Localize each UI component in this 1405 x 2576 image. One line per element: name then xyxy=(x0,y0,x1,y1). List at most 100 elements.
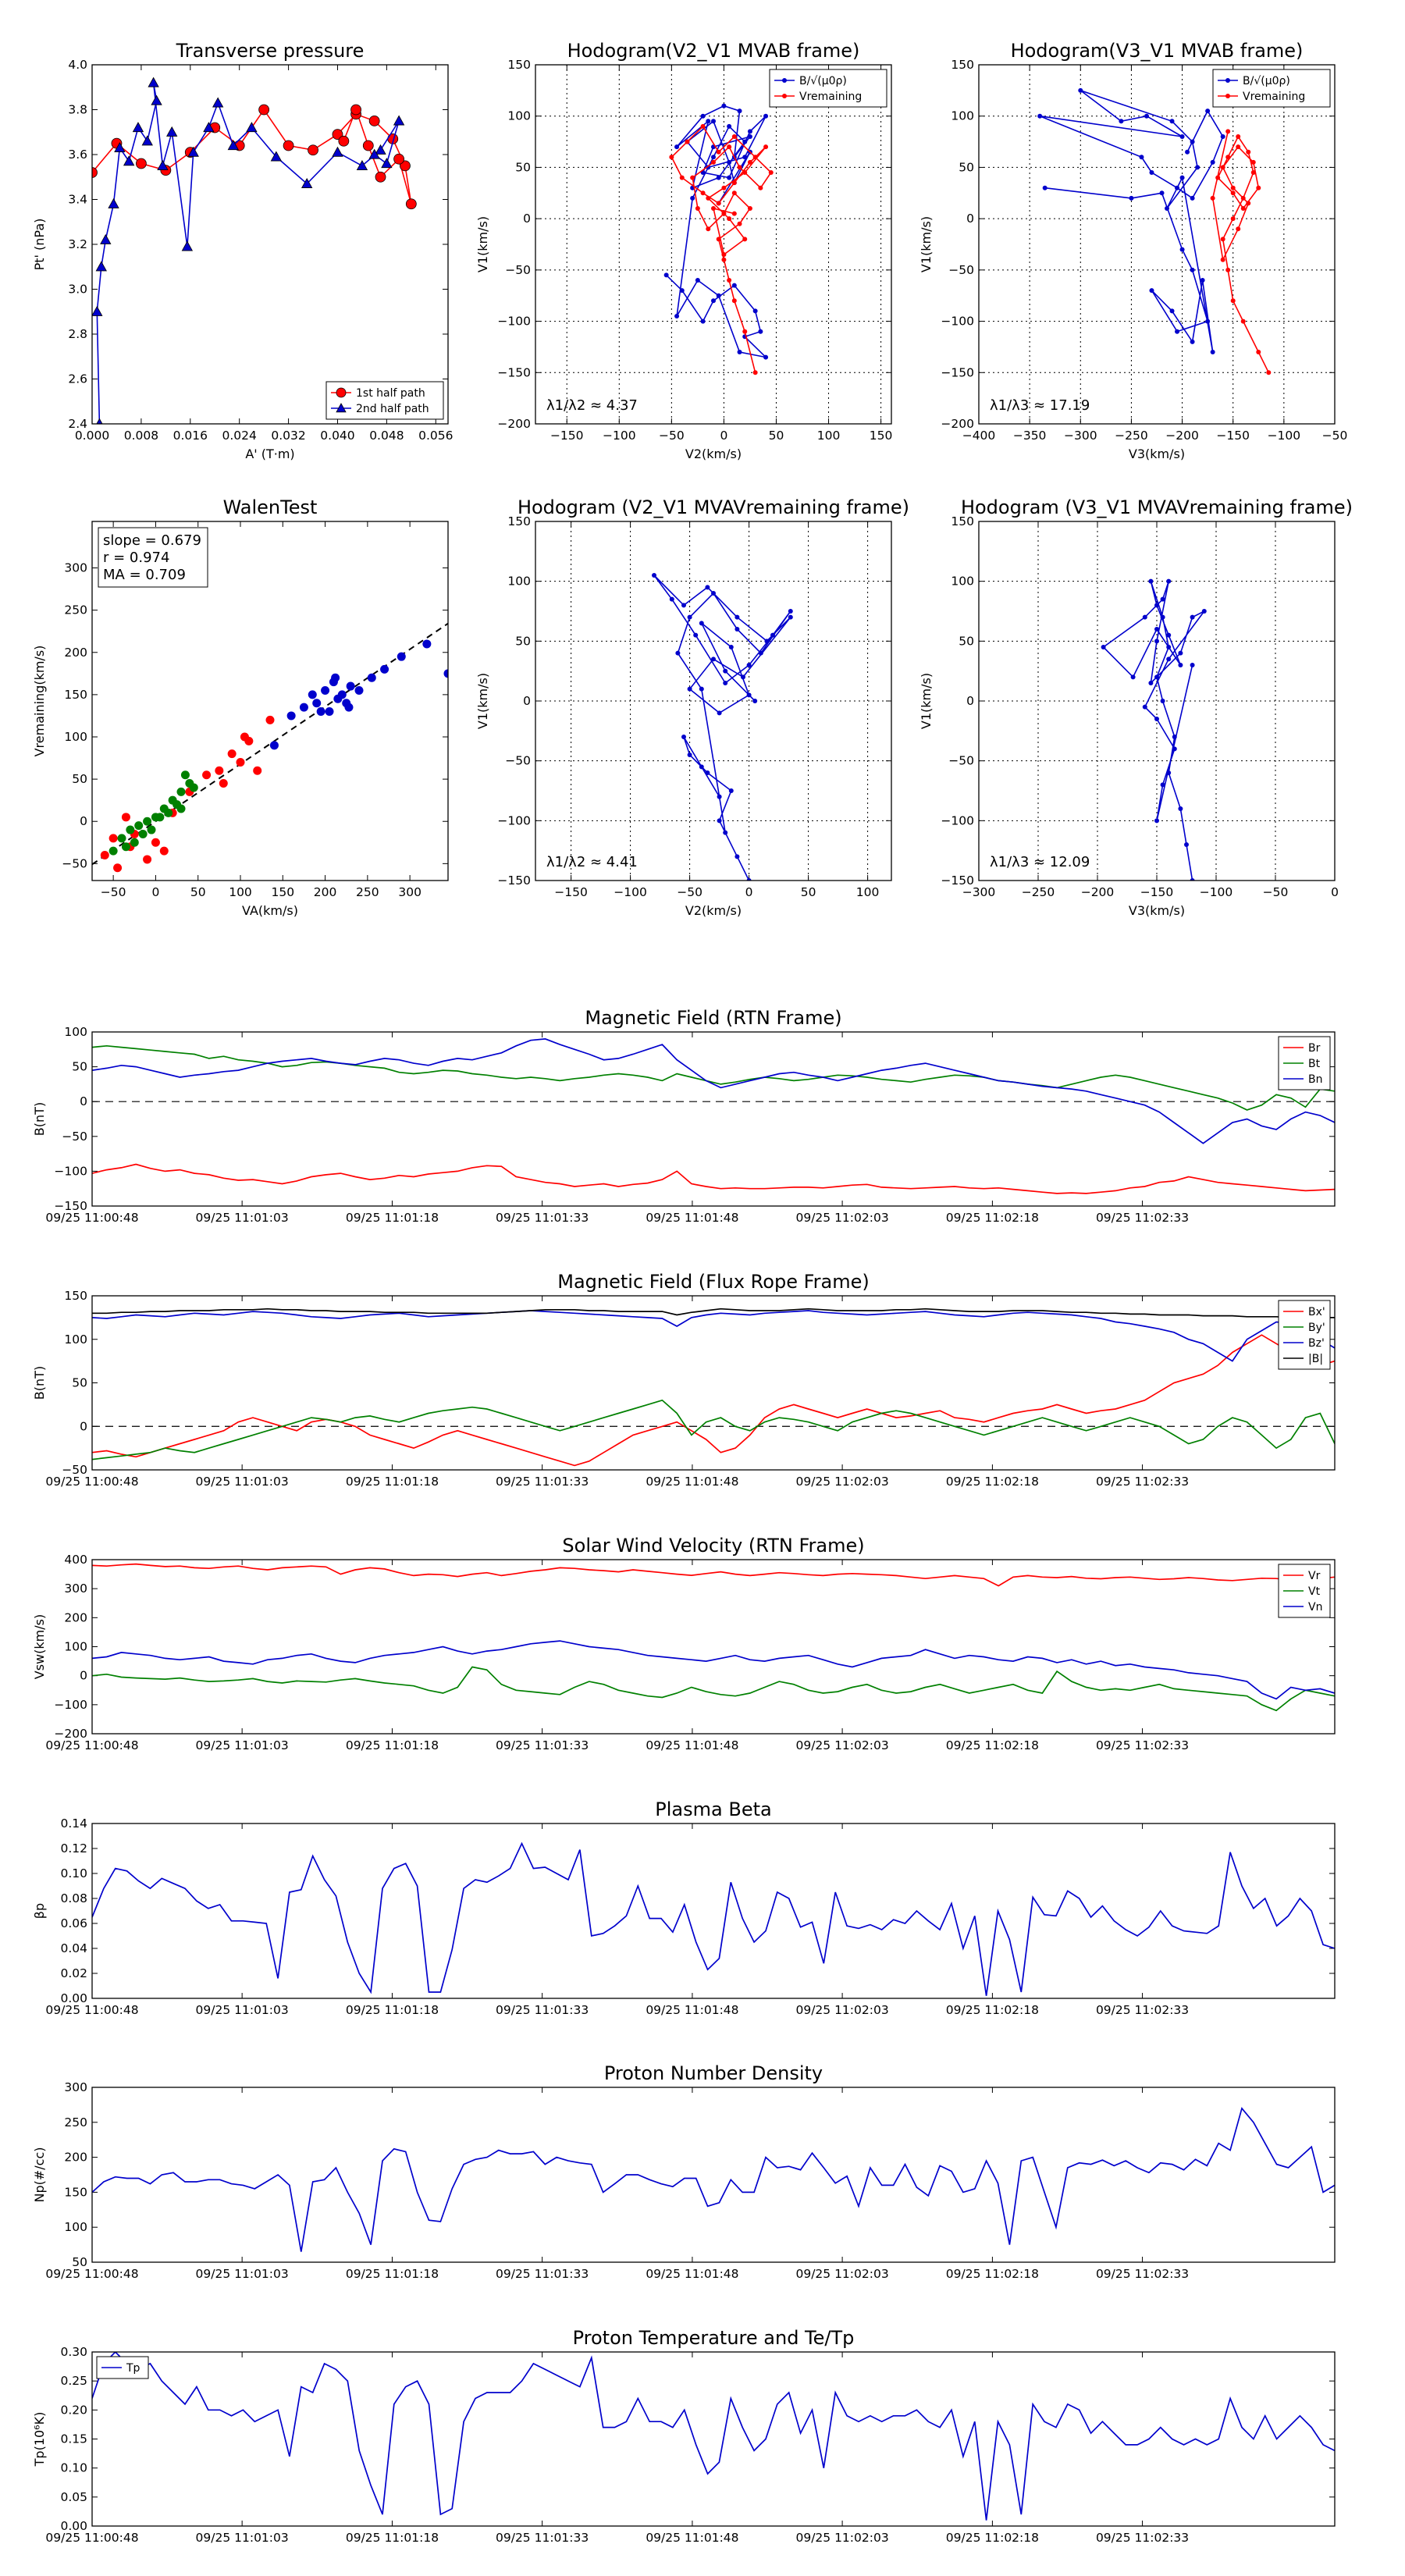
plot-frame xyxy=(91,1295,1336,1471)
x-tick-label: −150 xyxy=(1140,885,1174,899)
y-tick-label: 0.08 xyxy=(60,1891,87,1905)
y-tick-label: 150 xyxy=(507,514,531,528)
data-point xyxy=(721,252,727,258)
x-tick-label: 09/25 11:00:48 xyxy=(45,1211,138,1225)
data-point xyxy=(1205,318,1211,324)
data-point xyxy=(652,573,656,578)
x-tick-label: 09/25 11:00:48 xyxy=(45,1475,138,1489)
x-tick-label: 09/25 11:02:33 xyxy=(1096,1475,1189,1489)
data-point xyxy=(727,144,732,150)
data-point xyxy=(380,664,389,674)
data-point xyxy=(1148,578,1154,584)
plot-area xyxy=(92,1563,1335,1712)
y-tick-label: −50 xyxy=(948,263,974,277)
data-point xyxy=(1172,746,1177,752)
y-axis-label: Vremaining(km/s) xyxy=(32,646,47,757)
plot-frame xyxy=(535,521,892,881)
data-point xyxy=(747,129,752,134)
data-point xyxy=(747,206,752,211)
y-tick-label: −50 xyxy=(62,1463,87,1477)
legend-entry: Bz' xyxy=(1308,1337,1325,1350)
data-point xyxy=(422,639,432,649)
data-point xyxy=(1154,627,1159,632)
data-point xyxy=(663,272,669,278)
y-tick-label: 400 xyxy=(64,1553,87,1567)
y-axis-label: V1(km/s) xyxy=(919,216,934,272)
x-tick-label: 09/25 11:02:33 xyxy=(1096,2003,1189,2017)
data-point xyxy=(770,632,775,638)
series-line-bn xyxy=(92,1038,1335,1144)
data-point xyxy=(679,288,685,294)
data-point xyxy=(1256,185,1261,190)
y-tick-label: 200 xyxy=(64,646,87,660)
data-point xyxy=(681,603,686,608)
panel-hv3: Hodogram(V3_V1 MVAB frame) −200 −150 −100 −5… xyxy=(919,40,1347,461)
x-tick-label: 09/25 11:00:48 xyxy=(45,2003,138,2017)
data-point xyxy=(1160,699,1165,703)
y-tick-label: 200 xyxy=(64,1610,87,1624)
data-point xyxy=(1154,818,1159,824)
data-point xyxy=(212,97,224,108)
x-tick-label: 09/25 11:01:48 xyxy=(646,1738,738,1752)
x-tick-label: 300 xyxy=(398,885,422,899)
y-tick-label: 100 xyxy=(951,109,974,123)
data-point xyxy=(246,122,258,133)
data-point xyxy=(752,308,758,314)
legend-entry: B/√(μ0ρ) xyxy=(1243,75,1290,87)
x-tick-label: −50 xyxy=(677,885,702,899)
data-point xyxy=(1230,185,1236,190)
data-point xyxy=(681,735,686,739)
y-tick-label: 0 xyxy=(523,212,531,226)
data-point xyxy=(699,686,704,692)
series-line-vr xyxy=(92,1563,1335,1587)
data-point xyxy=(393,115,405,126)
y-axis-label: V1(km/s) xyxy=(475,216,490,272)
x-tick-label: 50 xyxy=(801,885,816,899)
data-point xyxy=(269,741,279,750)
x-tick-label: 09/25 11:02:03 xyxy=(795,1211,888,1225)
data-point xyxy=(711,155,716,160)
data-point xyxy=(134,821,144,831)
y-tick-label: −100 xyxy=(497,315,531,329)
y-tick-label: 3.2 xyxy=(68,237,87,251)
x-tick-label: 09/25 11:02:03 xyxy=(795,2267,888,2281)
data-point xyxy=(1250,159,1256,165)
data-point xyxy=(1179,247,1185,252)
data-point xyxy=(1144,113,1149,119)
data-point xyxy=(1225,129,1231,134)
data-point xyxy=(711,206,716,211)
x-tick-label: −100 xyxy=(1268,429,1301,443)
y-tick-label: 100 xyxy=(64,2220,87,2234)
data-point xyxy=(731,298,737,304)
plot-frame xyxy=(978,64,1336,425)
plot-area xyxy=(92,1841,1335,1996)
data-point xyxy=(368,148,380,159)
data-point xyxy=(123,155,135,166)
panel-bflux: Magnetic Field (Flux Rope Frame) −50 0 50 10… xyxy=(32,1271,1336,1489)
data-point xyxy=(1190,878,1195,881)
y-tick-label: −150 xyxy=(941,365,974,379)
x-tick-label: 0.056 xyxy=(418,429,453,443)
data-point xyxy=(143,817,152,826)
data-point xyxy=(375,171,386,183)
legend: B/√(μ0ρ) Vremaining xyxy=(1212,69,1331,108)
plot-area xyxy=(652,573,793,881)
panel-walen: WalenTest −50 0 50 100 150 200 250 300 −50 0 50 100 1… xyxy=(32,496,449,918)
y-tick-label: −50 xyxy=(62,1130,87,1144)
data-point xyxy=(346,681,355,691)
data-point xyxy=(1215,175,1221,180)
x-tick-label: 09/25 11:02:18 xyxy=(946,1475,1039,1489)
data-point xyxy=(1129,195,1134,201)
y-axis-label: Tp(10⁶K) xyxy=(32,2412,47,2467)
series-line-1 xyxy=(1039,90,1224,353)
data-point xyxy=(265,715,275,724)
data-point xyxy=(1200,278,1205,283)
y-tick-label: 2.8 xyxy=(68,327,87,341)
data-point xyxy=(1178,650,1183,656)
data-point xyxy=(1201,609,1207,614)
y-tick-label: 100 xyxy=(64,1332,87,1347)
panel-beta: Plasma Beta 0.00 0.02 0.04 0.06 0.08 0.10 0.12 0… xyxy=(32,1799,1336,2017)
plot-frame xyxy=(978,521,1336,881)
